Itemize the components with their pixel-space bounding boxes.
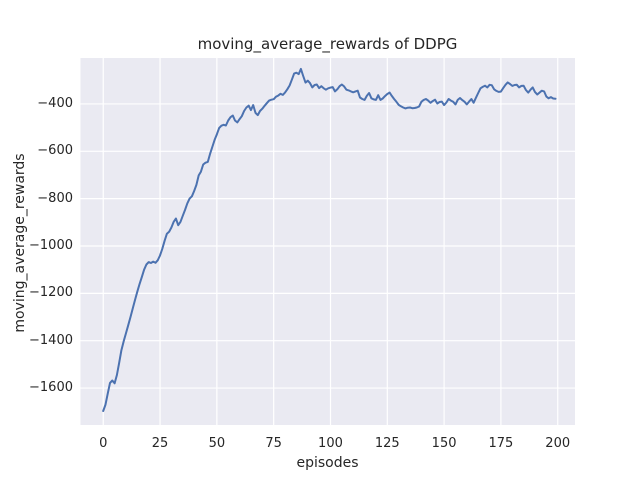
x-tick-label: 75 <box>265 436 282 451</box>
x-axis-label: episodes <box>296 455 359 471</box>
y-tick-label: −1600 <box>29 380 73 396</box>
x-tick-label: 175 <box>488 436 514 451</box>
x-tick-label: 50 <box>208 436 226 451</box>
x-tick-label: 125 <box>374 436 400 451</box>
y-tick-label: −1200 <box>29 285 73 301</box>
chart-title: moving_average_rewards of DDPG <box>197 35 458 53</box>
y-tick-label: −400 <box>37 95 73 111</box>
plot-background <box>80 58 575 425</box>
reward-line-series <box>102 67 557 412</box>
x-tick-label: 150 <box>431 436 457 451</box>
gridlines <box>80 58 575 425</box>
x-tick-label: 0 <box>99 436 108 451</box>
x-tick-label: 25 <box>151 436 169 451</box>
y-tick-label: −600 <box>37 143 73 159</box>
x-tick-label: 100 <box>318 436 343 451</box>
x-tick-label: 200 <box>545 436 571 451</box>
y-tick-label: −1400 <box>29 332 73 348</box>
y-tick-label: −1000 <box>29 237 73 253</box>
y-tick-label: −800 <box>37 190 73 206</box>
